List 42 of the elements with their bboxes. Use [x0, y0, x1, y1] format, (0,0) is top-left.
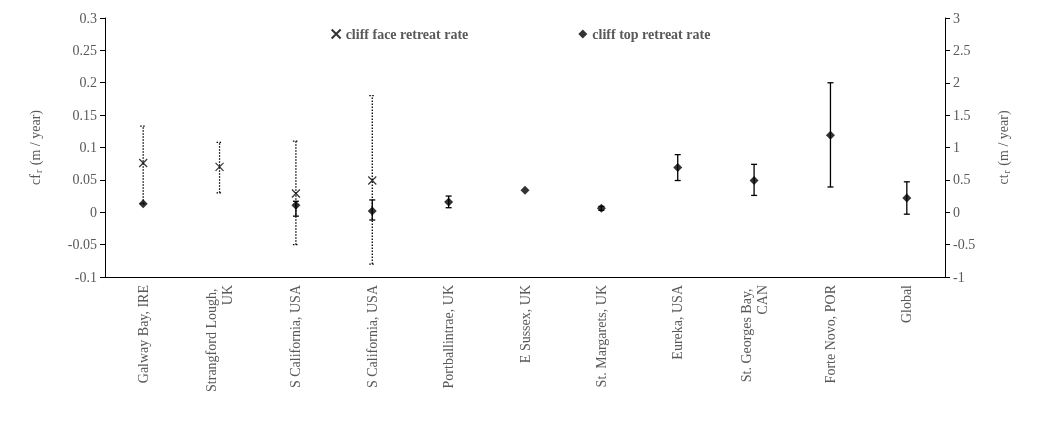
- y2-tick-label: 2.5: [953, 42, 971, 58]
- x-tick-label: Global: [899, 284, 915, 324]
- x-tick-label: Eureka, USA: [670, 284, 686, 360]
- y-tick-label: 0.1: [79, 140, 97, 155]
- point: [138, 158, 148, 168]
- y2-axis-title: ctr (m / year): [995, 110, 1012, 185]
- y-axis-title: cfr (m / year): [27, 109, 44, 185]
- x-tick-label: S California, USA: [288, 284, 304, 389]
- y2-tick-label: 2: [953, 75, 960, 91]
- y-tick-label: 0.25: [72, 42, 97, 58]
- x-tick-label: Galway Bay, IRE: [135, 285, 151, 384]
- point: [520, 185, 530, 195]
- y-tick-label: 0.3: [79, 10, 97, 26]
- x-tick-label: Portballintrae, UK: [441, 285, 457, 389]
- y-tick-label: -0.1: [74, 269, 97, 285]
- y-tick-label: 0.05: [72, 172, 97, 188]
- x-tick-label: Strangford Lough, UK: [204, 285, 236, 392]
- point: [214, 162, 225, 172]
- y-tick-label: 0.15: [72, 107, 97, 123]
- legend-label: cliff face retreat rate: [345, 26, 469, 42]
- y-tick-label: -0.05: [67, 237, 97, 253]
- y2-tick-label: 3: [953, 10, 960, 26]
- x-tick-label: S California, USA: [364, 284, 380, 389]
- point: [749, 176, 759, 186]
- y2-tick-label: -0.5: [953, 237, 976, 253]
- x-tick-label: St. Margarets, UK: [593, 285, 609, 388]
- y2-tick-label: 0.5: [953, 172, 971, 188]
- y2-tick-label: 1: [953, 140, 960, 155]
- point: [673, 163, 683, 173]
- legend-label: cliff top retreat rate: [592, 26, 711, 42]
- point: [367, 175, 377, 186]
- y2-tick-label: 0: [953, 204, 960, 220]
- y-tick-label: 0.2: [79, 75, 97, 91]
- x-tick-label: St. Georges Bay, CAN: [738, 285, 770, 383]
- y2-tick-label: -1: [953, 269, 965, 285]
- point: [367, 206, 377, 216]
- y2-tick-label: 1.5: [953, 107, 971, 123]
- x-tick-label: E Sussex, UK: [517, 285, 533, 364]
- x-tick-label: Forte Novo, POR: [822, 284, 838, 384]
- point: [825, 130, 835, 140]
- y-tick-label: 0: [90, 204, 97, 220]
- point: [902, 193, 912, 203]
